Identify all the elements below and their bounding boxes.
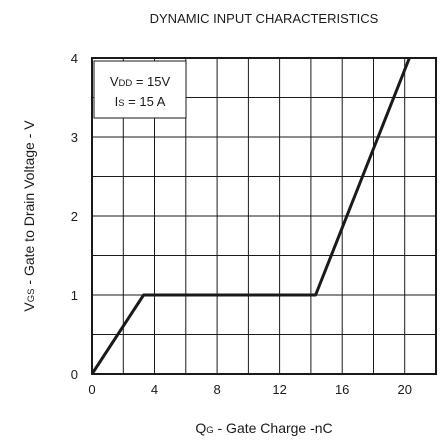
y-tick-label: 4 xyxy=(71,51,78,66)
x-tick-label: 16 xyxy=(335,382,349,397)
legend-box xyxy=(93,60,187,119)
x-tick-label: 4 xyxy=(151,382,158,397)
x-axis-label: QG - Gate Charge -nC xyxy=(195,420,332,436)
x-tick-label: 20 xyxy=(397,382,411,397)
x-tick-labels: 0 4 8 12 16 20 xyxy=(88,382,412,397)
series-line xyxy=(90,57,411,375)
y-axis-label: VGS - Gate to Drain Voltage - V xyxy=(21,120,37,312)
x-tick-label: 8 xyxy=(213,382,220,397)
chart-title: DYNAMIC INPUT CHARACTERISTICS xyxy=(150,11,379,26)
y-tick-label: 0 xyxy=(71,367,78,382)
y-tick-labels: 0 1 2 3 4 xyxy=(71,51,78,382)
legend-entry: VDD = 15V xyxy=(110,74,171,89)
x-tick-label: 0 xyxy=(88,382,95,397)
legend-entries: VDD = 15V IS = 15 A xyxy=(110,74,171,109)
series-group xyxy=(90,57,411,375)
y-tick-label: 1 xyxy=(71,288,78,303)
x-tick-label: 12 xyxy=(272,382,286,397)
plot-frame xyxy=(91,57,437,375)
y-tick-label: 2 xyxy=(71,209,78,224)
legend-entry: IS = 15 A xyxy=(115,94,166,109)
y-tick-label: 3 xyxy=(71,130,78,145)
